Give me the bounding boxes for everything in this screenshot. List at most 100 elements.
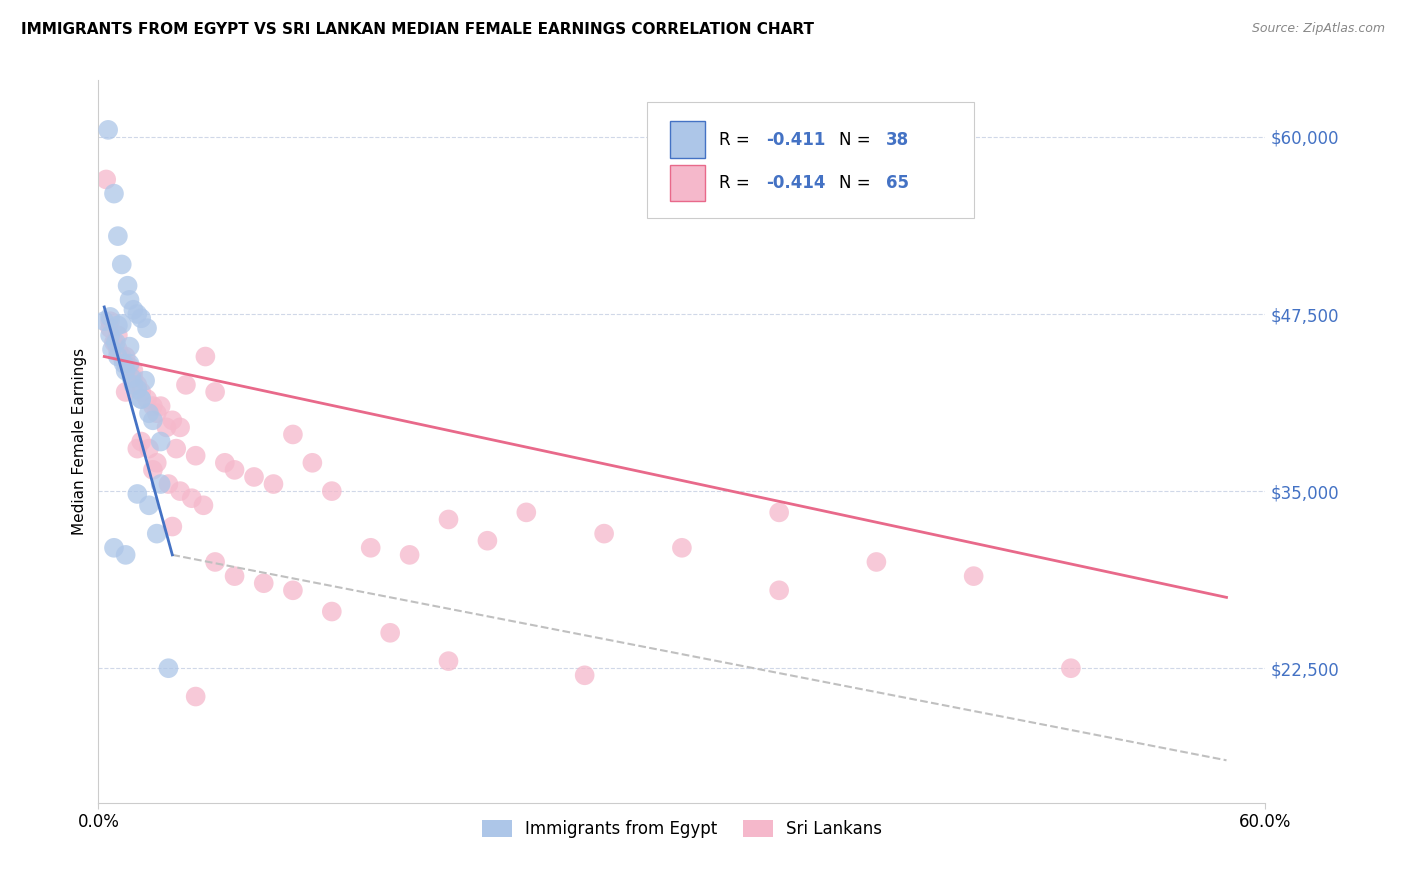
Bar [671, 121, 706, 158]
Bar [671, 165, 706, 201]
Point [98, 314, 121, 328]
Point [107, 229, 129, 244]
Point [129, 434, 152, 449]
Text: 38: 38 [886, 130, 910, 149]
Point [149, 477, 172, 491]
Text: 65: 65 [886, 174, 910, 192]
Point [103, 186, 125, 201]
Point [122, 364, 145, 378]
Point [127, 377, 149, 392]
Point [146, 406, 169, 420]
Text: -0.414: -0.414 [766, 174, 825, 192]
Point [122, 377, 145, 392]
Legend: Immigrants from Egypt, Sri Lankans: Immigrants from Egypt, Sri Lankans [475, 814, 889, 845]
Point [101, 343, 124, 357]
Point [118, 293, 141, 307]
Y-axis label: Median Female Earnings: Median Female Earnings [72, 348, 87, 535]
Point [114, 384, 136, 399]
Point [281, 583, 304, 598]
Text: IMMIGRANTS FROM EGYPT VS SRI LANKAN MEDIAN FEMALE EARNINGS CORRELATION CHART: IMMIGRANTS FROM EGYPT VS SRI LANKAN MEDI… [21, 22, 814, 37]
Point [768, 583, 790, 598]
Point [398, 548, 420, 562]
Point [169, 420, 191, 434]
Point [142, 399, 165, 413]
Point [122, 302, 145, 317]
Point [262, 477, 284, 491]
Point [162, 413, 184, 427]
Point [149, 434, 172, 449]
Point [112, 357, 135, 371]
Point [321, 484, 343, 499]
Point [162, 519, 184, 533]
Point [96, 172, 118, 186]
Point [134, 374, 156, 388]
Point [107, 343, 129, 357]
Point [122, 371, 145, 385]
Point [114, 357, 136, 371]
Point [127, 307, 149, 321]
Point [165, 442, 187, 456]
Point [477, 533, 499, 548]
Point [146, 456, 169, 470]
Point [437, 654, 460, 668]
Point [437, 512, 460, 526]
Point [129, 392, 152, 406]
Point [111, 257, 134, 271]
Point [98, 328, 121, 343]
Point [157, 477, 180, 491]
Point [515, 505, 537, 519]
Point [155, 420, 177, 434]
Point [243, 470, 266, 484]
Point [114, 548, 136, 562]
Point [118, 359, 141, 374]
Point [768, 505, 790, 519]
Point [138, 442, 160, 456]
Point [98, 321, 121, 335]
Point [169, 484, 191, 499]
Point [98, 310, 121, 324]
Point [129, 392, 152, 406]
Text: Source: ZipAtlas.com: Source: ZipAtlas.com [1251, 22, 1385, 36]
Point [114, 364, 136, 378]
Point [184, 690, 207, 704]
Point [301, 456, 323, 470]
Text: -0.411: -0.411 [766, 130, 825, 149]
Point [129, 384, 152, 399]
Point [204, 384, 226, 399]
Point [142, 463, 165, 477]
Point [180, 491, 202, 506]
Point [281, 427, 304, 442]
Point [1060, 661, 1083, 675]
Point [103, 335, 125, 350]
Point [107, 328, 129, 343]
Point [117, 278, 139, 293]
Point [157, 661, 180, 675]
Point [127, 442, 149, 456]
Point [184, 449, 207, 463]
Point [136, 321, 159, 335]
Point [121, 371, 143, 385]
Point [111, 350, 134, 364]
Point [671, 541, 693, 555]
Text: N =: N = [839, 130, 876, 149]
Point [360, 541, 382, 555]
Point [253, 576, 276, 591]
Point [138, 406, 160, 420]
Point [104, 335, 127, 350]
Point [127, 487, 149, 501]
FancyBboxPatch shape [647, 102, 973, 218]
Point [138, 498, 160, 512]
Point [574, 668, 596, 682]
Point [204, 555, 226, 569]
Point [214, 456, 236, 470]
Point [127, 382, 149, 396]
Point [118, 340, 141, 354]
Point [107, 350, 129, 364]
Point [380, 625, 402, 640]
Point [194, 350, 217, 364]
Point [111, 317, 134, 331]
Point [114, 350, 136, 364]
Point [593, 526, 616, 541]
Text: N =: N = [839, 174, 876, 192]
Point [97, 123, 120, 137]
